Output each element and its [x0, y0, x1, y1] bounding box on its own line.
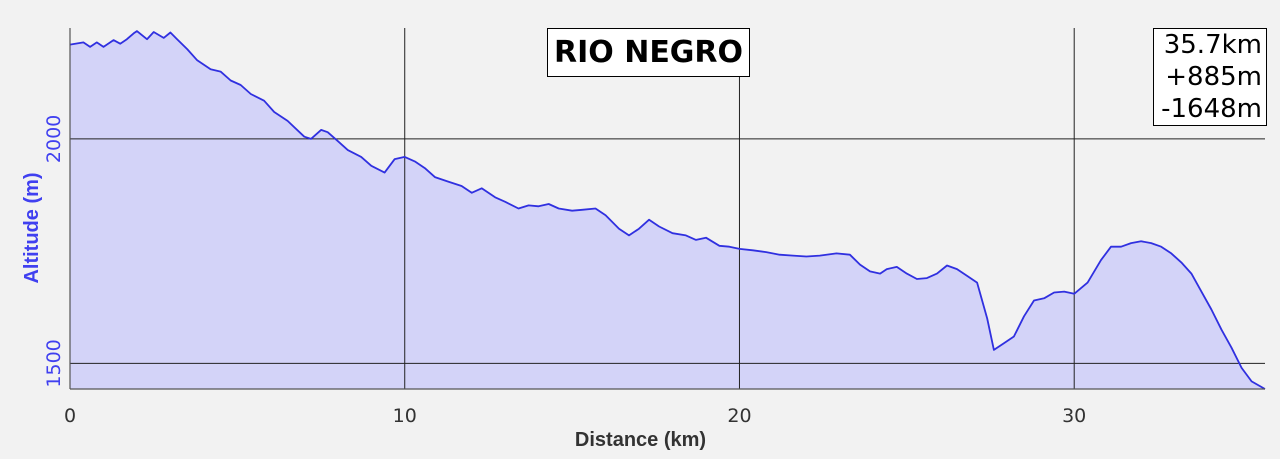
- stats-box: 35.7km +885m -1648m: [1153, 28, 1267, 126]
- total-descent: -1648m: [1161, 94, 1262, 124]
- x-tick-label: 30: [1062, 405, 1086, 427]
- line-layer: [69, 30, 1266, 390]
- x-tick-label: 10: [393, 405, 417, 427]
- x-tick-label: 0: [64, 405, 76, 427]
- area-layer: [70, 31, 1265, 389]
- axis-layer: [69, 28, 1265, 390]
- x-tick-label: 20: [727, 405, 751, 427]
- total-distance: 35.7km: [1163, 30, 1262, 60]
- y-tick-label: 1500: [43, 339, 65, 387]
- x-axis-label: Distance (km): [575, 429, 706, 451]
- elevation-area: [70, 31, 1265, 389]
- tick-layer: 0 10 20 30 1500 2000: [43, 115, 1086, 427]
- y-axis-label: Altitude (m): [21, 172, 43, 283]
- elevation-line: [69, 30, 1266, 390]
- grid-layer: [70, 28, 1265, 389]
- y-tick-label: 2000: [43, 115, 65, 163]
- chart-title: RIO NEGRO: [547, 28, 751, 77]
- total-ascent: +885m: [1165, 62, 1262, 92]
